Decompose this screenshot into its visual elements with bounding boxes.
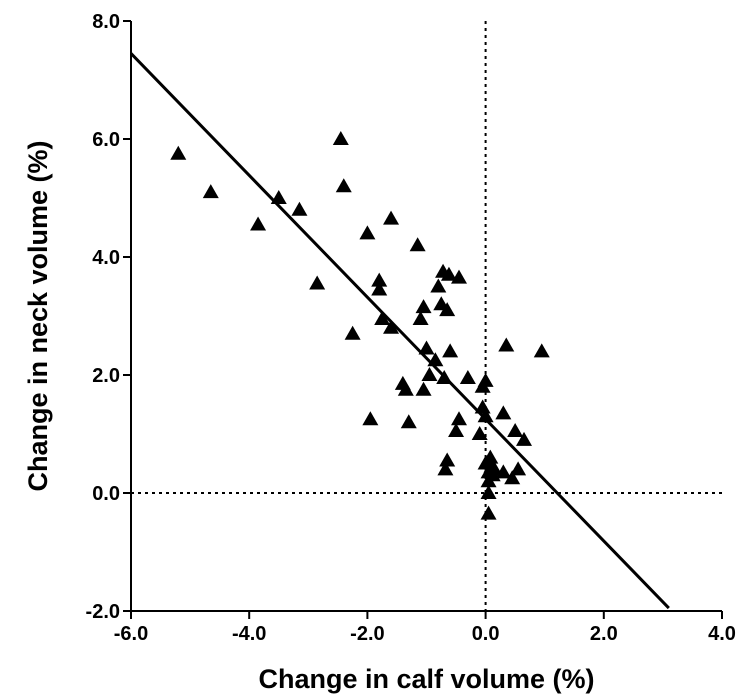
regression-line-group [129,52,670,610]
data-point [400,414,417,429]
data-point [418,340,435,355]
data-point [495,405,512,420]
data-point [471,426,488,440]
data-point [362,411,379,426]
y-tick-label: 4.0 [92,247,120,269]
data-point [486,461,503,476]
data-point [474,399,491,414]
data-point [359,225,376,240]
data-point [498,337,515,352]
data-point [448,423,465,438]
data-point [477,372,494,387]
axes [123,20,723,619]
data-point [371,281,388,296]
data-point [421,367,438,381]
data-point [250,216,267,231]
reference-lines [131,21,722,611]
y-tick-label: -2.0 [86,601,120,623]
data-point [507,423,524,438]
data-point [332,131,349,145]
x-tick-label: -4.0 [232,623,266,645]
data-point [459,369,476,384]
data-point [480,485,497,499]
data-point [504,470,521,485]
x-tick-label: 0.0 [472,623,500,645]
data-point [374,310,391,325]
data-point [440,266,457,281]
data-points [170,131,550,520]
x-tick-label: 4.0 [708,623,736,645]
data-point [442,343,459,358]
data-point [397,381,414,396]
data-point [344,325,361,340]
data-point [436,369,453,384]
data-point [533,343,550,358]
tick-labels: -6.0 -4.0 -2.0 0.0 2.0 4.0 -2.0 0.0 2.0 4.0 6.0 8.0 [86,11,736,645]
data-point [371,272,388,287]
x-axis-title: Change in calf volume (%) [258,664,594,694]
data-point [480,505,497,520]
x-tick-label: -6.0 [114,623,148,645]
y-tick-label: 0.0 [92,483,120,505]
data-point [409,237,426,252]
data-point [437,461,454,476]
data-point [170,145,187,160]
data-point [270,190,287,204]
data-point [412,310,429,325]
y-tick-label: 6.0 [92,129,120,151]
data-point [335,178,352,193]
data-point [202,184,219,199]
data-point [477,408,494,423]
data-point [415,381,432,396]
data-point [482,449,499,464]
data-point [383,210,400,225]
data-point [451,269,468,284]
data-point [439,302,456,317]
data-point [415,299,432,314]
data-point [451,411,468,426]
data-point [309,275,326,290]
data-point [439,452,456,467]
y-tick-label: 2.0 [92,365,120,387]
data-point [495,464,512,479]
data-point [516,431,533,446]
data-point [427,352,444,367]
x-tick-label: 2.0 [590,623,618,645]
data-point [510,461,527,476]
y-axis-title: Change in neck volume (%) [23,140,53,491]
regression-line [129,52,670,610]
data-point [430,278,447,293]
data-point [291,201,308,216]
x-tick-label: -2.0 [350,623,384,645]
y-tick-label: 8.0 [92,11,120,33]
data-point [383,319,400,334]
